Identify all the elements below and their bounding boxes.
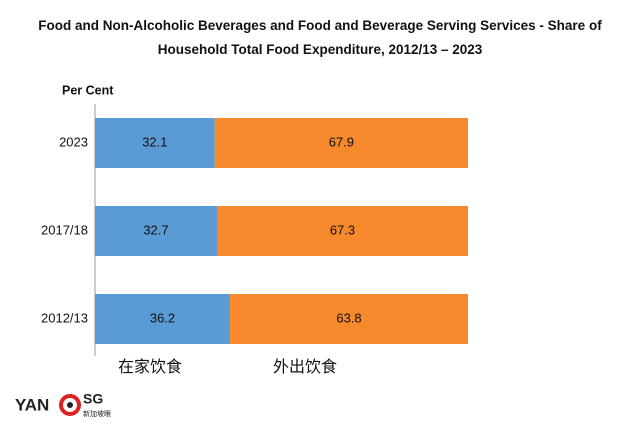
data-label: 32.7 [143,222,168,237]
bar-segment [230,294,468,344]
y-tick-label: 2023 [59,134,88,149]
data-label: 36.2 [150,310,175,325]
bar-segment [95,206,217,256]
logo-left: YAN [15,395,49,414]
logo-right: SG [83,391,103,407]
bar-segment [216,206,468,256]
logo-sub: 新加坡眼 [83,409,111,418]
bar-segment [95,294,231,344]
y-tick-label: 2012/13 [41,310,88,325]
legend-label: 外出饮食 [273,358,337,376]
data-label: 67.9 [329,134,354,149]
chart-title: Food and Non-Alcoholic Beverages and Foo… [38,18,602,57]
bar-segment [214,118,468,168]
logo-icon [59,394,81,416]
data-label: 32.1 [142,134,167,149]
axis-label: Per Cent [62,83,114,97]
data-label: 63.8 [336,310,361,325]
logo: YAN SG 新加坡眼 [15,391,111,418]
data-label: 67.3 [330,222,355,237]
y-tick-label: 2017/18 [41,222,88,237]
logo-icon [67,402,73,408]
bar-segment [95,118,215,168]
legend-label: 在家饮食 [118,358,182,376]
